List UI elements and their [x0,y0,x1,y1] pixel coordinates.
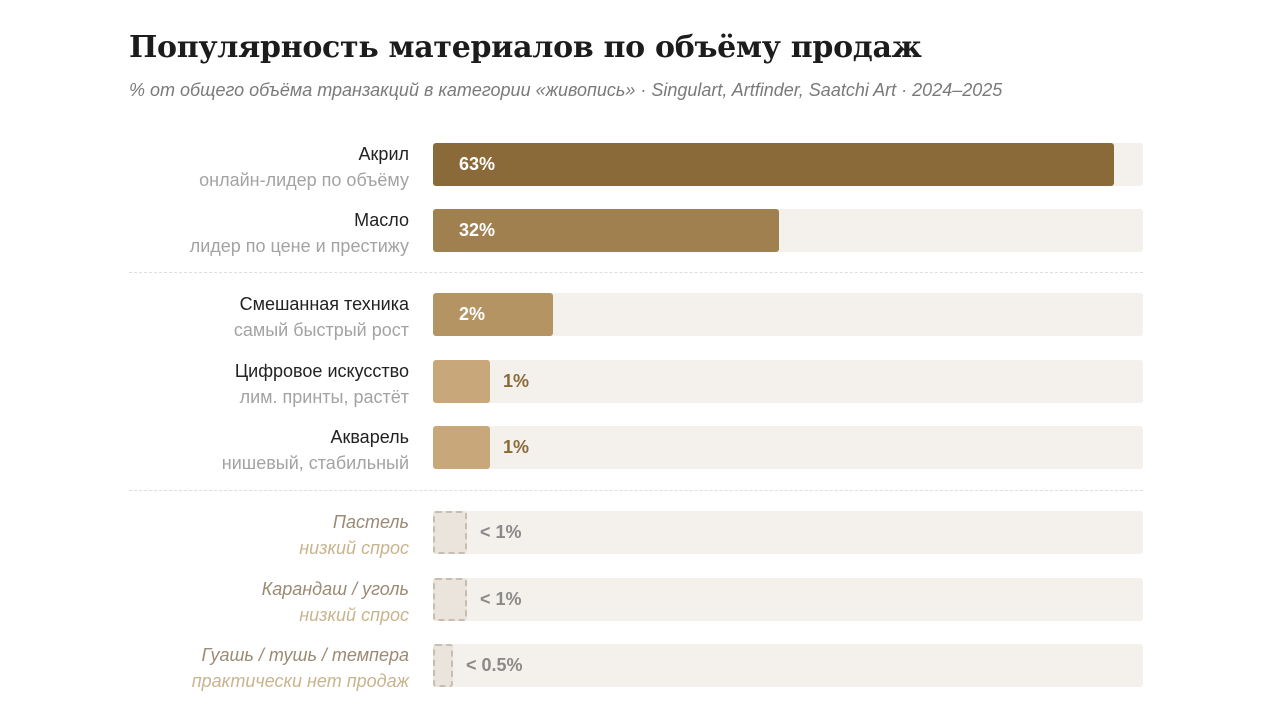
group-divider [129,272,1143,273]
bar-row: Пастель низкий спрос < 1% [0,511,1280,558]
bar-row: Гуашь / тушь / темпера практически нет пр… [0,644,1280,691]
category-name: Гуашь / тушь / темпера [201,645,409,665]
bar-label: Пастель низкий спрос [49,511,409,559]
bar-label: Гуашь / тушь / темпера практически нет пр… [49,644,409,692]
bar-track [433,578,1143,621]
value-label: < 1% [480,522,522,542]
chart-title: Популярность материалов по объёму продаж [129,30,922,65]
category-note: онлайн-лидер по объёму [199,170,409,190]
category-name: Цифровое искусство [234,361,409,381]
bar-label: Карандаш / уголь низкий спрос [49,578,409,626]
bar-track [433,426,1143,469]
category-name: Карандаш / уголь [261,579,409,599]
value-label: 1% [503,371,530,391]
category-note: самый быстрый рост [233,320,409,340]
bar-label: Цифровое искусство лим. принты, растёт [49,360,409,408]
bar-label: Масло лидер по цене и престижу [49,209,409,257]
category-name: Акрил [358,144,409,164]
category-note: лидер по цене и престижу [189,236,409,256]
bar-row: Карандаш / уголь низкий спрос < 1% [0,578,1280,625]
category-name: Пастель [332,512,409,532]
category-note: нишевый, стабильный [221,453,409,473]
category-note: лим. принты, растёт [239,387,409,407]
chart-subtitle: % от общего объёма транзакций в категори… [129,80,1003,100]
bar [433,511,467,554]
bar-row: Смешанная техника самый быстрый рост 2% [0,293,1280,340]
bar [433,644,453,687]
value-label: 2% [459,304,486,324]
value-label: 63% [459,154,496,174]
bar-label: Акрил онлайн-лидер по объёму [49,143,409,191]
bar-track [433,644,1143,687]
value-label: < 1% [480,589,522,609]
bar [433,360,490,403]
bar-label: Акварель нишевый, стабильный [49,426,409,474]
bar-row: Акварель нишевый, стабильный 1% [0,426,1280,473]
bar-track [433,360,1143,403]
bar [433,426,490,469]
bar [433,143,1114,186]
bar [433,578,467,621]
category-note: практически нет продаж [191,671,409,691]
bar [433,209,779,252]
bar-row: Акрил онлайн-лидер по объёму 63% [0,143,1280,190]
bar-row: Цифровое искусство лим. принты, растёт 1% [0,360,1280,407]
category-note: низкий спрос [299,538,409,558]
bar-track [433,511,1143,554]
bar-row: Масло лидер по цене и престижу 32% [0,209,1280,256]
category-name: Смешанная техника [239,294,409,314]
category-note: низкий спрос [299,605,409,625]
bar [433,293,553,336]
value-label: 1% [503,437,530,457]
category-name: Акварель [330,427,409,447]
value-label: 32% [459,220,496,240]
category-name: Масло [354,210,409,230]
group-divider [129,490,1143,491]
bar-label: Смешанная техника самый быстрый рост [49,293,409,341]
value-label: < 0.5% [466,655,523,675]
